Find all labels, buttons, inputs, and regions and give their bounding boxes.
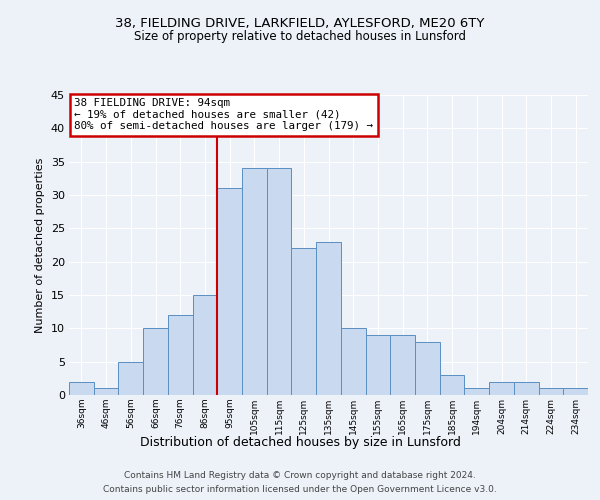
Text: 38 FIELDING DRIVE: 94sqm
← 19% of detached houses are smaller (42)
80% of semi-d: 38 FIELDING DRIVE: 94sqm ← 19% of detach… <box>74 98 373 131</box>
Bar <box>514 382 539 395</box>
Bar <box>193 295 217 395</box>
Bar <box>292 248 316 395</box>
Bar <box>242 168 267 395</box>
Text: 38, FIELDING DRIVE, LARKFIELD, AYLESFORD, ME20 6TY: 38, FIELDING DRIVE, LARKFIELD, AYLESFORD… <box>115 18 485 30</box>
Text: Contains public sector information licensed under the Open Government Licence v3: Contains public sector information licen… <box>103 484 497 494</box>
Bar <box>316 242 341 395</box>
Bar <box>168 315 193 395</box>
Bar <box>440 375 464 395</box>
Bar <box>267 168 292 395</box>
Bar <box>489 382 514 395</box>
Bar <box>464 388 489 395</box>
Bar <box>69 382 94 395</box>
Bar <box>539 388 563 395</box>
Bar <box>118 362 143 395</box>
Y-axis label: Number of detached properties: Number of detached properties <box>35 158 45 332</box>
Bar <box>365 335 390 395</box>
Bar <box>143 328 168 395</box>
Text: Distribution of detached houses by size in Lunsford: Distribution of detached houses by size … <box>140 436 460 449</box>
Bar <box>415 342 440 395</box>
Bar <box>563 388 588 395</box>
Text: Size of property relative to detached houses in Lunsford: Size of property relative to detached ho… <box>134 30 466 43</box>
Bar <box>217 188 242 395</box>
Bar <box>390 335 415 395</box>
Text: Contains HM Land Registry data © Crown copyright and database right 2024.: Contains HM Land Registry data © Crown c… <box>124 472 476 480</box>
Bar <box>341 328 365 395</box>
Bar <box>94 388 118 395</box>
